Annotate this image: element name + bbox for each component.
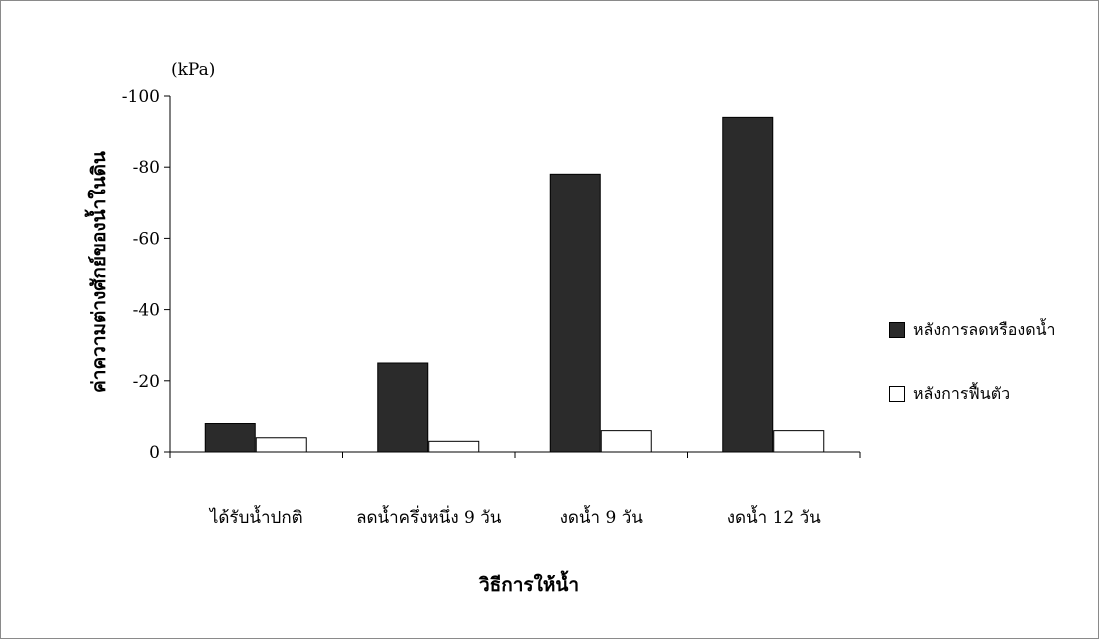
- x-tick-label: งดน้ำ 12 วัน: [727, 505, 821, 528]
- x-tick-label: ได้รับน้ำปกติ: [208, 505, 303, 528]
- y-axis-unit: (kPa): [171, 60, 215, 80]
- bar-recovery: [255, 437, 307, 453]
- bar-recovery: [428, 440, 480, 453]
- bar-drought: [204, 423, 256, 453]
- legend-item-recovery: หลังการฟื้นตัว: [889, 382, 1056, 406]
- legend-item-drought: หลังการลดหรืองดน้ำ: [889, 318, 1056, 342]
- legend: หลังการลดหรืองดน้ำ หลังการฟื้นตัว: [889, 318, 1056, 446]
- y-tick-label: -100: [122, 87, 160, 107]
- bar-recovery: [600, 430, 652, 453]
- bar-recovery: [773, 430, 825, 453]
- legend-label-recovery: หลังการฟื้นตัว: [913, 383, 1011, 403]
- x-axis-label: วิธีการให้น้ำ: [479, 570, 579, 596]
- y-tick-label: -80: [133, 158, 160, 178]
- plot-area: 0 -20 -40 -60 -80 -100 ได้รับน้ำปกติ ลดน้ำครึ่ง…: [122, 87, 861, 528]
- y-tick-label: -20: [133, 372, 160, 392]
- legend-swatch-recovery: [889, 386, 905, 402]
- bar-drought: [549, 173, 601, 453]
- y-tick-label: -40: [133, 301, 160, 321]
- y-axis-label: ค่าความต่างศักย์ของน้ำในดิน: [84, 151, 110, 393]
- x-tick-label: ลดน้ำครึ่งหนึ่ง 9 วัน: [356, 505, 502, 528]
- bar-drought: [377, 362, 429, 453]
- bar-drought: [722, 116, 774, 453]
- y-tick-label: 0: [149, 443, 160, 463]
- legend-label-drought: หลังการลดหรืองดน้ำ: [913, 319, 1056, 339]
- y-tick-label: -60: [133, 229, 160, 249]
- legend-swatch-drought: [889, 322, 905, 338]
- x-tick-label: งดน้ำ 9 วัน: [560, 505, 644, 528]
